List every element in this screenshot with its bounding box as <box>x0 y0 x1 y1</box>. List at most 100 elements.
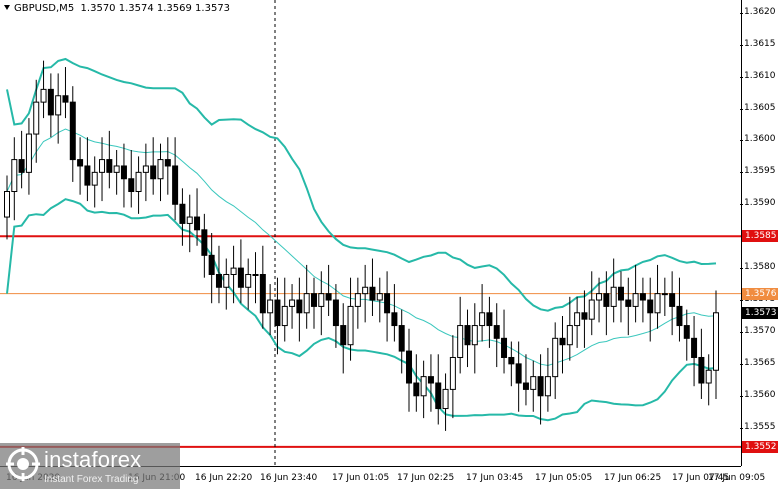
candlestick <box>237 239 244 304</box>
candlestick <box>603 271 610 336</box>
candlestick <box>596 277 603 323</box>
price-tick-label: 1.3615 <box>740 38 776 49</box>
candlestick <box>347 277 354 361</box>
candlestick <box>406 328 413 412</box>
instaforex-watermark: instaforex Instant Forex Trading <box>0 443 180 489</box>
candlestick <box>617 271 624 323</box>
candlestick <box>705 354 712 406</box>
price-tick-label: 1.3580 <box>740 262 776 273</box>
candlestick <box>661 277 668 316</box>
candlestick <box>179 188 186 246</box>
candlestick <box>376 277 383 323</box>
candlestick <box>530 360 537 412</box>
time-tick-label: 17 Jun 01:05 <box>332 473 390 483</box>
candlestick <box>150 137 157 195</box>
price-chart-plot[interactable] <box>0 0 741 466</box>
candlestick <box>135 156 142 214</box>
candlestick <box>391 284 398 342</box>
candlestick <box>683 309 690 361</box>
candlestick <box>106 130 113 189</box>
price-tick-label: 1.3555 <box>740 421 776 432</box>
candlestick <box>676 277 683 342</box>
candlestick <box>413 354 420 412</box>
candlestick <box>274 277 281 355</box>
candlestick <box>157 143 164 202</box>
time-tick-label: 17 Jun 06:25 <box>604 473 662 483</box>
candlestick <box>639 277 646 323</box>
candlestick <box>194 188 201 246</box>
candlestick <box>164 137 171 195</box>
candlestick <box>442 373 449 431</box>
candlestick <box>186 194 193 253</box>
price-tick-label: 1.3565 <box>740 357 776 368</box>
candlestick <box>230 245 237 304</box>
candlestick <box>77 137 84 195</box>
moving-average-line <box>6 128 717 367</box>
candlestick <box>427 354 434 412</box>
candlestick <box>537 354 544 425</box>
candlestick <box>91 156 98 208</box>
candlestick <box>420 360 427 419</box>
candlestick <box>245 258 252 310</box>
price-tick-label: 1.3620 <box>740 6 776 17</box>
candlestick <box>281 277 288 342</box>
candlestick <box>142 143 149 202</box>
candlestick <box>464 309 471 368</box>
candlestick <box>128 150 135 208</box>
candlestick <box>369 258 376 316</box>
candlestick <box>62 67 69 119</box>
watermark-brand: instaforex <box>44 447 142 472</box>
candlestick <box>25 118 32 195</box>
candlestick <box>252 252 259 304</box>
bollinger-lower-band <box>6 198 717 422</box>
candlestick <box>654 264 661 329</box>
level-price-badge: 1.3585 <box>742 230 778 243</box>
candlestick <box>69 86 76 182</box>
candlestick <box>18 130 25 189</box>
candlestick <box>267 284 274 336</box>
candlestick <box>325 264 332 316</box>
candlestick <box>223 258 230 310</box>
candlestick <box>208 233 215 304</box>
candlestick <box>566 296 573 361</box>
candlestick <box>544 347 551 412</box>
candlestick <box>588 271 595 336</box>
candlestick <box>398 309 405 374</box>
instaforex-logo-icon <box>6 447 40 481</box>
candlestick <box>449 335 456 419</box>
time-tick-label: 17 Jun 02:25 <box>397 473 455 483</box>
candlestick <box>515 341 522 412</box>
candlestick <box>201 213 208 278</box>
collapse-triangle-icon[interactable] <box>4 5 10 10</box>
candlestick <box>113 150 120 195</box>
candlestick <box>55 73 62 144</box>
candlestick <box>581 290 588 348</box>
price-axis[interactable]: 1.3620 1.3615 1.3610 1.3605 1.3600 1.3595 1.35… <box>740 0 781 466</box>
time-tick-label: 17 Jun 03:45 <box>466 473 524 483</box>
candlestick <box>479 284 486 342</box>
candlestick <box>11 137 18 221</box>
ohlc-values: 1.3570 1.3574 1.3569 1.3573 <box>80 3 231 14</box>
candlestick <box>691 315 698 387</box>
candlestick <box>625 277 632 336</box>
candlestick <box>289 284 296 329</box>
candlestick <box>332 284 339 348</box>
candlestick <box>303 264 310 329</box>
candlestick <box>493 303 500 368</box>
candlestick <box>647 277 654 342</box>
candlestick <box>310 277 317 329</box>
candlestick <box>340 303 347 374</box>
candlestick <box>552 322 559 399</box>
candlestick <box>669 271 676 336</box>
candlestick <box>457 296 464 374</box>
candlestick <box>435 354 442 425</box>
symbol-name: GBPUSD,M5 <box>14 3 75 14</box>
level-price-badge: 1.3552 <box>742 440 778 453</box>
price-tick-label: 1.3610 <box>740 70 776 81</box>
candlestick <box>40 60 47 119</box>
candlestick <box>508 341 515 387</box>
candlestick <box>522 354 529 406</box>
candlestick <box>354 277 361 329</box>
price-tick-label: 1.3600 <box>740 134 776 145</box>
